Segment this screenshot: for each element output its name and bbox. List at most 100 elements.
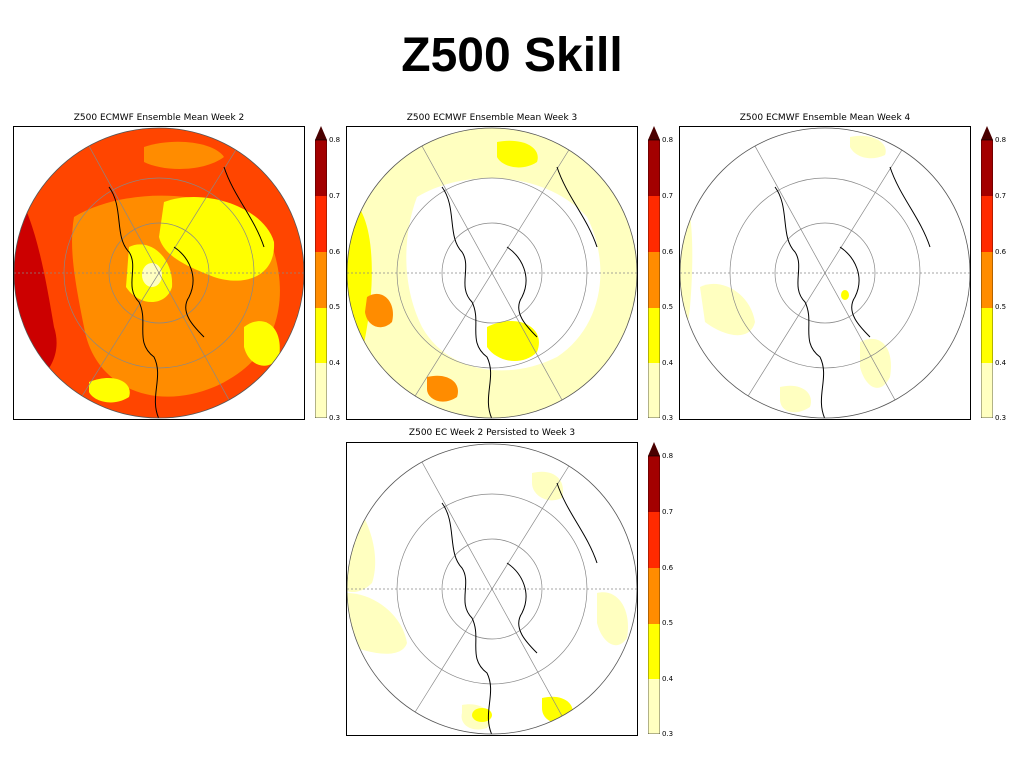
map-week2 — [13, 126, 305, 420]
colorbar-tick-label: 0.8 — [995, 136, 1007, 144]
skill-region — [497, 140, 538, 168]
skill-region — [841, 290, 849, 300]
coastline — [223, 166, 265, 248]
colorbar-tick-label: 0.5 — [662, 619, 674, 627]
colorbar-tick-label: 0.8 — [662, 452, 674, 460]
colorbar-segment — [648, 363, 660, 418]
coastline — [506, 562, 538, 654]
colorbar-week4 — [981, 126, 993, 418]
coastline — [441, 186, 493, 418]
meridian — [73, 136, 245, 410]
skill-region — [365, 293, 393, 328]
colorbar-tick-label: 0.4 — [662, 675, 674, 683]
coastline — [441, 502, 493, 734]
colorbar-segment — [648, 456, 660, 512]
colorbar-tick-label: 0.5 — [662, 303, 674, 311]
slide-title: Z500 Skill — [401, 29, 623, 82]
skill-region — [347, 493, 376, 593]
skill-region — [89, 377, 130, 403]
skill-region — [347, 593, 407, 654]
skill-region — [427, 375, 458, 402]
latitude-circle — [441, 538, 543, 640]
colorbar-extend-arrow — [315, 126, 327, 140]
panel-title-week4: Z500 ECMWF Ensemble Mean Week 4 — [739, 113, 911, 123]
skill-region — [244, 321, 280, 366]
skill-region — [159, 196, 275, 281]
latitude-circle — [774, 222, 876, 324]
colorbar-week2 — [315, 126, 327, 418]
colorbar-segment — [315, 196, 327, 252]
colorbar-tick-label: 0.8 — [662, 136, 674, 144]
panel-title-week3: Z500 ECMWF Ensemble Mean Week 3 — [406, 113, 578, 123]
colorbar-segment — [315, 252, 327, 308]
colorbar-tick-label: 0.4 — [329, 359, 341, 367]
colorbar-tick-label: 0.3 — [329, 414, 341, 422]
colorbar-segment — [648, 568, 660, 624]
colorbar-tick-label: 0.3 — [662, 414, 674, 422]
colorbar-segment — [981, 252, 993, 308]
coastline — [108, 186, 160, 418]
coastline — [556, 482, 598, 564]
skill-region — [780, 385, 811, 413]
panel-title-week2: Z500 ECMWF Ensemble Mean Week 2 — [73, 113, 245, 123]
colorbar-tick-label: 0.7 — [662, 192, 674, 200]
colorbar-segment — [315, 363, 327, 418]
colorbar-segment — [648, 196, 660, 252]
colorbar-segment — [648, 512, 660, 568]
skill-region — [472, 708, 492, 722]
skill-region — [597, 592, 628, 646]
colorbar-tick-label: 0.6 — [662, 248, 674, 256]
colorbar-tick-label: 0.7 — [995, 192, 1007, 200]
map-persisted — [346, 442, 638, 736]
colorbar-tick-label: 0.4 — [995, 359, 1007, 367]
skill-region — [850, 135, 886, 159]
colorbar-segment — [981, 196, 993, 252]
panel-title-persisted: Z500 EC Week 2 Persisted to Week 3 — [408, 428, 576, 438]
skill-region — [700, 283, 755, 336]
skill-region — [406, 178, 601, 371]
colorbar-tick-label: 0.5 — [995, 303, 1007, 311]
latitude-circle — [441, 222, 543, 324]
colorbar-tick-label: 0.6 — [329, 248, 341, 256]
colorbar-extend-arrow — [648, 126, 660, 140]
colorbar-tick-label: 0.6 — [662, 564, 674, 572]
colorbar-tick-label: 0.7 — [662, 508, 674, 516]
map-week3 — [346, 126, 638, 420]
colorbar-segment — [981, 140, 993, 196]
map-week4 — [679, 126, 971, 420]
colorbar-tick-label: 0.5 — [329, 303, 341, 311]
colorbar-segment — [648, 252, 660, 308]
colorbar-tick-label: 0.3 — [995, 414, 1007, 422]
colorbar-week3 — [648, 126, 660, 418]
meridian — [406, 136, 578, 410]
skill-region — [144, 141, 224, 169]
meridian — [739, 136, 911, 410]
colorbar-segment — [315, 140, 327, 196]
colorbar-segment — [648, 308, 660, 363]
colorbar-tick-label: 0.7 — [329, 192, 341, 200]
coastline — [173, 246, 205, 338]
colorbar-persisted — [648, 442, 660, 734]
coastline — [556, 166, 598, 248]
colorbar-tick-label: 0.4 — [662, 359, 674, 367]
colorbar-tick-label: 0.6 — [995, 248, 1007, 256]
colorbar-extend-arrow — [981, 126, 993, 140]
meridian — [406, 452, 578, 726]
skill-region — [142, 263, 162, 287]
colorbar-segment — [648, 140, 660, 196]
colorbar-segment — [315, 308, 327, 363]
coastline — [839, 246, 871, 338]
colorbar-tick-label: 0.3 — [662, 730, 674, 738]
colorbar-extend-arrow — [648, 442, 660, 456]
colorbar-segment — [981, 363, 993, 418]
coastline — [506, 246, 538, 338]
latitude-circle — [108, 222, 210, 324]
colorbar-segment — [981, 308, 993, 363]
coastline — [889, 166, 931, 248]
coastline — [774, 186, 826, 418]
colorbar-tick-label: 0.8 — [329, 136, 341, 144]
colorbar-segment — [648, 679, 660, 734]
skill-region — [487, 321, 539, 362]
colorbar-segment — [648, 624, 660, 679]
skill-region — [532, 471, 563, 501]
